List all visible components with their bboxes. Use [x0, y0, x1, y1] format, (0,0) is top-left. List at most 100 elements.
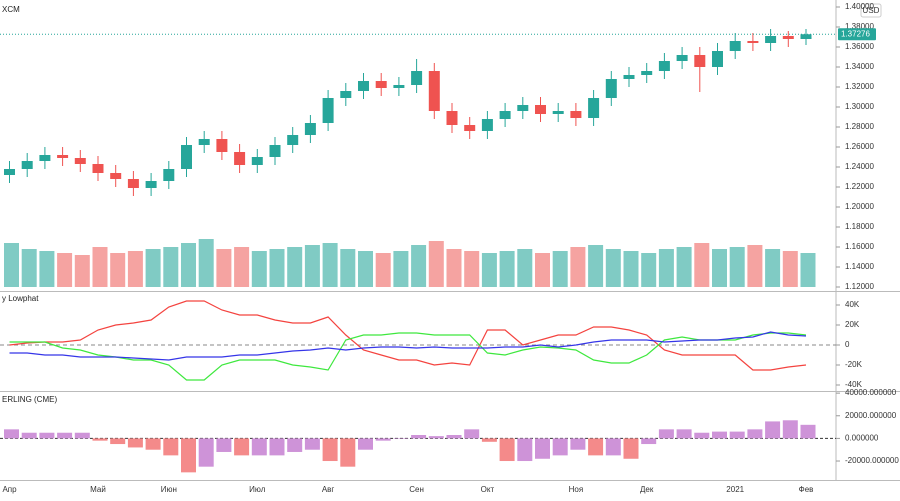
x-tick-label: Май	[90, 485, 106, 494]
bar	[517, 249, 533, 287]
bar	[552, 438, 568, 456]
candle-body	[517, 105, 529, 111]
x-tick-label: Июн	[161, 485, 177, 494]
bar	[570, 438, 586, 450]
candle-body	[251, 157, 263, 165]
bar	[765, 249, 781, 287]
bar	[198, 239, 214, 287]
bar	[729, 431, 745, 439]
bar	[446, 435, 462, 439]
bar	[163, 247, 179, 287]
bar	[21, 432, 37, 439]
bar	[605, 249, 621, 287]
candle-body	[588, 98, 600, 118]
y-tick-label: -40K	[845, 380, 863, 389]
bar	[163, 438, 179, 456]
y-tick-label: 1.38000	[845, 22, 874, 31]
bar	[765, 421, 781, 439]
bar	[747, 429, 763, 439]
bar	[588, 438, 604, 456]
bar	[641, 438, 657, 445]
candle-body	[641, 71, 653, 75]
bar	[552, 251, 568, 287]
bar	[658, 429, 674, 439]
bar	[499, 251, 515, 287]
bar	[694, 432, 710, 439]
candle-body	[322, 98, 334, 123]
bar	[74, 432, 90, 439]
candle-body	[393, 85, 405, 88]
y-tick-label: 20000.000000	[845, 411, 897, 420]
bar	[747, 245, 763, 287]
series-line	[9, 300, 807, 371]
candle-body	[340, 91, 352, 98]
bar	[375, 253, 391, 287]
y-tick-label: 1.22000	[845, 182, 874, 191]
y-tick-label: 1.34000	[845, 62, 874, 71]
candle-body	[39, 155, 51, 161]
candle-body	[216, 139, 228, 152]
y-tick-label: 1.16000	[845, 242, 874, 251]
bar	[287, 247, 303, 287]
last-price-box	[838, 28, 876, 41]
bar	[198, 438, 214, 467]
bar	[782, 420, 798, 439]
indicator-title: y Lowphat	[2, 294, 39, 303]
candle-body	[304, 123, 316, 135]
bar	[481, 253, 497, 287]
candle-body	[729, 41, 741, 51]
bar	[145, 249, 161, 287]
bar	[269, 249, 285, 287]
x-tick-label: Авг	[322, 485, 335, 494]
candle-body	[481, 119, 493, 131]
bar	[39, 432, 55, 439]
candle-body	[57, 155, 69, 158]
y-tick-label: 20K	[845, 320, 860, 329]
y-tick-label: 1.36000	[845, 42, 874, 51]
bar	[535, 438, 550, 459]
candle-body	[4, 169, 15, 175]
candle-body	[428, 71, 440, 111]
candle-body	[605, 79, 617, 98]
bar	[4, 243, 19, 287]
bar	[535, 253, 550, 287]
series-line	[9, 331, 807, 361]
y-tick-label: 1.24000	[845, 162, 874, 171]
y-tick-label: 1.40000	[845, 2, 874, 11]
candle-body	[92, 164, 104, 173]
candle-body	[765, 36, 777, 43]
bar	[181, 438, 196, 473]
bar	[411, 435, 427, 439]
bar	[21, 249, 37, 287]
bar	[269, 438, 285, 456]
y-tick-label: 1.30000	[845, 102, 874, 111]
bar	[499, 438, 515, 462]
bar	[110, 253, 126, 287]
candle-body	[694, 55, 706, 67]
bar	[127, 251, 143, 287]
bar	[446, 249, 462, 287]
bar	[800, 253, 816, 287]
bar	[428, 436, 444, 439]
candle-body	[712, 51, 723, 67]
bar	[110, 438, 126, 445]
candle-body	[145, 181, 157, 188]
bar	[340, 249, 356, 287]
x-tick-label: 2021	[726, 485, 744, 494]
bar	[800, 424, 816, 439]
y-tick-label: -20000.000000	[845, 456, 899, 465]
bar	[251, 438, 267, 456]
bar	[57, 432, 73, 439]
bar	[92, 438, 108, 441]
candle-body	[198, 139, 210, 145]
bar	[481, 438, 497, 442]
candle-body	[21, 161, 33, 169]
bar	[304, 438, 320, 450]
x-tick-label: Июл	[249, 485, 266, 494]
candle-body	[74, 158, 86, 164]
x-tick-label: Ноя	[569, 485, 584, 494]
bar	[605, 438, 621, 456]
y-tick-label: 0.000000	[845, 434, 879, 443]
candle-body	[269, 145, 281, 157]
